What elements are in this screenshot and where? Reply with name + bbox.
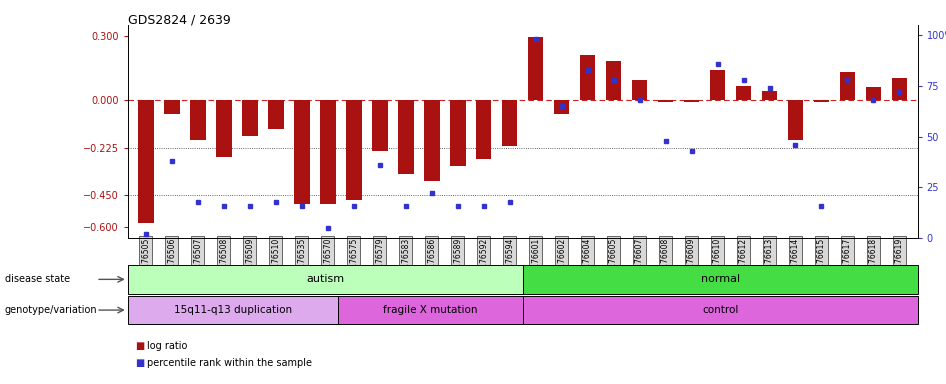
Bar <box>684 99 699 102</box>
Bar <box>502 99 517 146</box>
Bar <box>788 99 803 140</box>
Text: normal: normal <box>701 274 740 285</box>
Bar <box>522 296 918 324</box>
Bar <box>164 99 180 114</box>
Text: fragile X mutation: fragile X mutation <box>383 305 478 315</box>
Bar <box>128 265 522 294</box>
Bar <box>372 99 388 151</box>
Bar <box>605 61 622 99</box>
Bar <box>892 78 907 99</box>
Bar <box>216 99 232 157</box>
Bar <box>866 87 882 99</box>
Text: control: control <box>702 305 738 315</box>
Bar <box>476 99 492 159</box>
Text: ■: ■ <box>135 341 145 351</box>
Bar <box>398 99 413 174</box>
Bar <box>522 265 918 294</box>
Bar <box>138 99 153 223</box>
Bar <box>320 99 336 204</box>
Bar <box>528 37 543 99</box>
Text: autism: autism <box>307 274 344 285</box>
Text: percentile rank within the sample: percentile rank within the sample <box>147 358 311 368</box>
Bar <box>762 91 778 99</box>
Bar <box>553 99 569 114</box>
Bar <box>242 99 257 136</box>
Text: disease state: disease state <box>5 274 70 285</box>
Bar <box>268 99 284 129</box>
Bar <box>632 80 647 99</box>
Bar <box>580 55 595 99</box>
Bar <box>814 99 830 102</box>
Text: log ratio: log ratio <box>147 341 187 351</box>
Text: 15q11-q13 duplication: 15q11-q13 duplication <box>174 305 292 315</box>
Bar <box>294 99 309 204</box>
Bar <box>710 70 726 99</box>
Bar <box>128 296 339 324</box>
Bar <box>339 296 522 324</box>
Bar <box>657 99 674 102</box>
Bar <box>424 99 440 180</box>
Bar <box>840 72 855 99</box>
Bar <box>190 99 205 140</box>
Text: genotype/variation: genotype/variation <box>5 305 97 315</box>
Bar <box>346 99 361 200</box>
Text: ■: ■ <box>135 358 145 368</box>
Bar <box>736 86 751 99</box>
Bar <box>450 99 465 166</box>
Text: GDS2824 / 2639: GDS2824 / 2639 <box>128 13 231 26</box>
